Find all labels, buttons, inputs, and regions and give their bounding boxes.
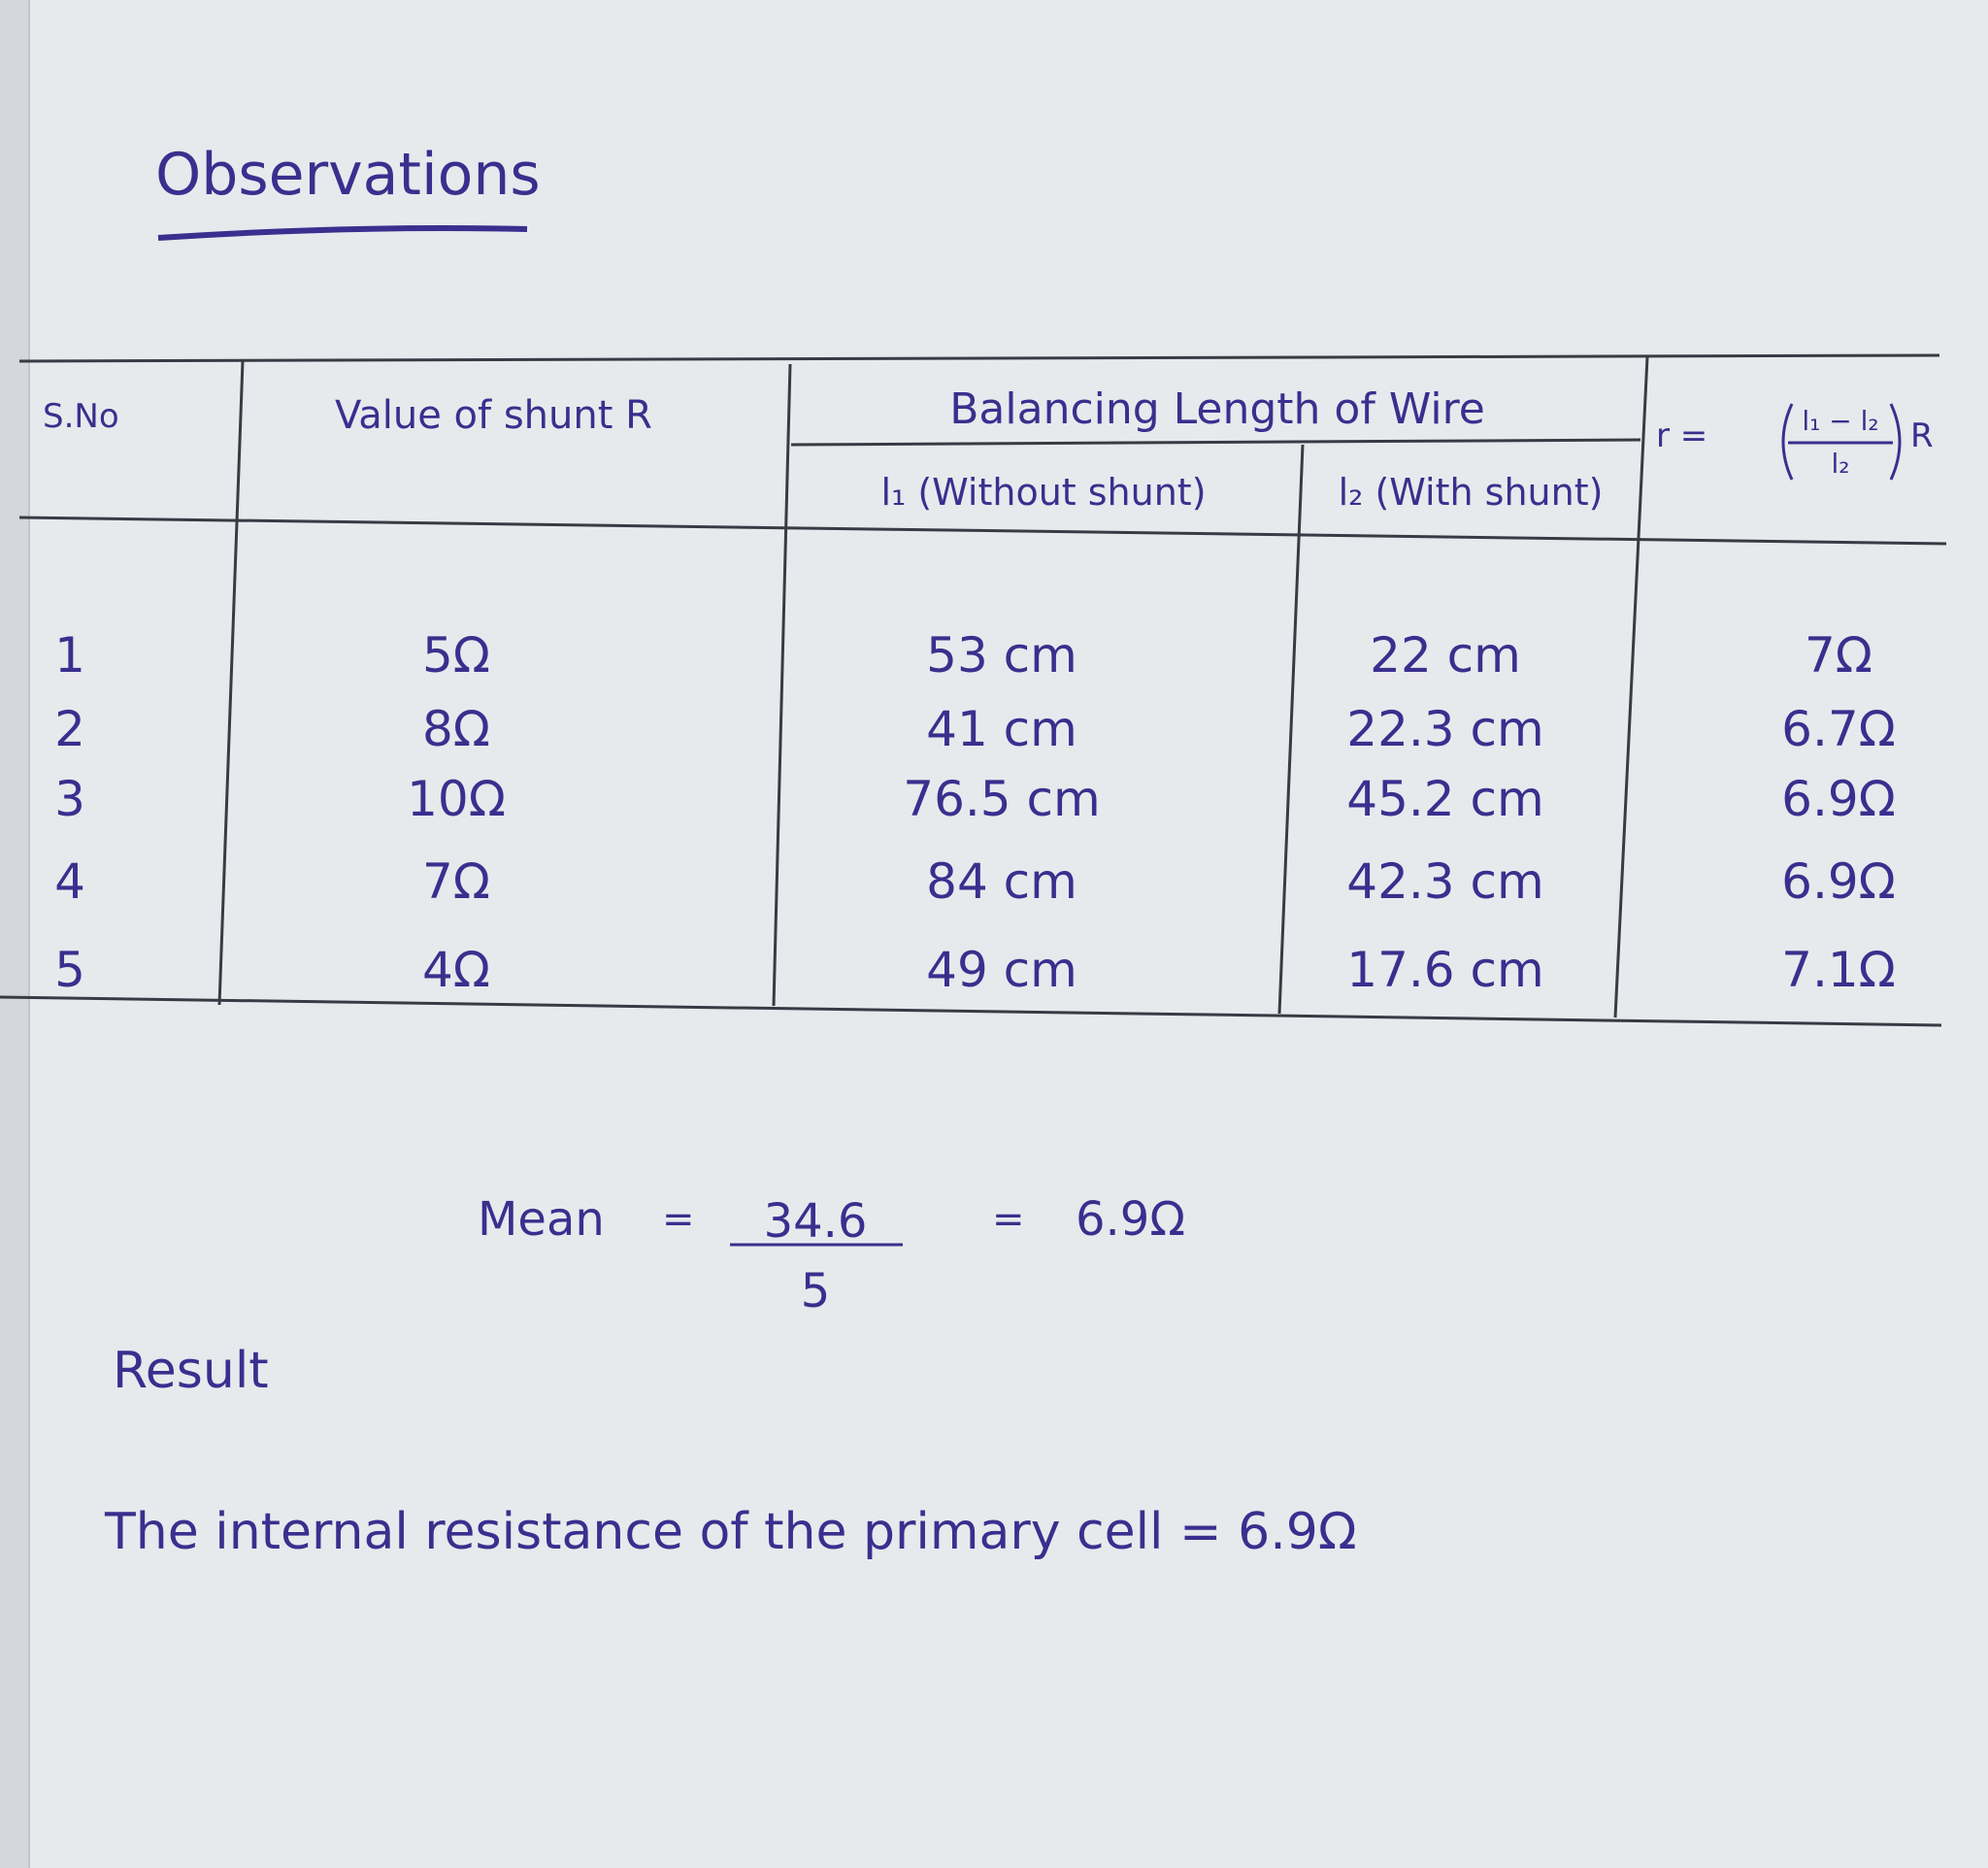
column-header: S.No: [43, 397, 119, 436]
table-cell: 6.7Ω: [1781, 701, 1896, 757]
column-subheader: l₂ (With shunt): [1338, 471, 1604, 514]
table-cell: 84 cm: [926, 853, 1077, 910]
column-header: Balancing Length of Wire: [949, 384, 1485, 434]
table-cell: 17.6 cm: [1346, 942, 1544, 998]
mean-numerator: 34.6: [763, 1194, 868, 1249]
table-cell: 4: [54, 853, 85, 910]
table-cell: 22 cm: [1370, 627, 1521, 684]
table-cell: 7Ω: [1804, 627, 1873, 684]
formula-paren: [1889, 403, 1902, 481]
table-cell: 76.5 cm: [903, 771, 1101, 827]
table-cell: 4Ω: [421, 942, 491, 998]
equals: =: [662, 1197, 695, 1242]
subheader-divider: [790, 438, 1641, 447]
column-divider: [1277, 444, 1305, 1015]
page-edge: [0, 0, 29, 1868]
formula-paren: [1781, 403, 1794, 481]
table-cell: 41 cm: [926, 701, 1077, 757]
mean-label: Mean: [478, 1192, 605, 1247]
table-cell: 53 cm: [926, 627, 1077, 684]
table-cell: 49 cm: [926, 942, 1077, 998]
table-cell: 3: [54, 771, 85, 827]
column-divider: [772, 363, 792, 1007]
table-cell: 5Ω: [421, 627, 491, 684]
title-underline: [157, 225, 528, 241]
table-top-line: [18, 353, 1940, 363]
table-cell: 42.3 cm: [1346, 853, 1544, 910]
equals: =: [992, 1197, 1025, 1242]
table-cell: 5: [54, 942, 85, 998]
table-cell: 6.9Ω: [1781, 771, 1896, 827]
table-cell: 45.2 cm: [1346, 771, 1544, 827]
formula-numerator: l₁ − l₂: [1802, 405, 1879, 437]
formula-denominator: l₂: [1831, 448, 1850, 480]
table-cell: 1: [54, 627, 85, 684]
column-header: Value of shunt R: [335, 393, 652, 438]
title: Observations: [155, 141, 541, 209]
column-subheader: l₁ (Without shunt): [880, 471, 1207, 514]
table-cell: 6.9Ω: [1781, 853, 1896, 910]
table-cell: 7.1Ω: [1781, 942, 1896, 998]
header-divider: [18, 516, 1947, 546]
mean-result: 6.9Ω: [1076, 1192, 1186, 1247]
formula-lhs: r =: [1656, 417, 1708, 455]
table-cell: 7Ω: [421, 853, 491, 910]
table-cell: 2: [54, 701, 85, 757]
table-bottom-line: [0, 995, 1942, 1027]
formula-factor: R: [1910, 417, 1934, 455]
mean-denominator: 5: [800, 1264, 831, 1318]
table-cell: 8Ω: [421, 701, 491, 757]
table-cell: 10Ω: [407, 771, 506, 827]
column-divider: [1613, 356, 1649, 1018]
result-text: The internal resistance of the primary c…: [105, 1503, 1357, 1561]
result-heading: Result: [113, 1342, 269, 1400]
table-cell: 22.3 cm: [1346, 701, 1544, 757]
column-divider: [217, 360, 245, 1006]
